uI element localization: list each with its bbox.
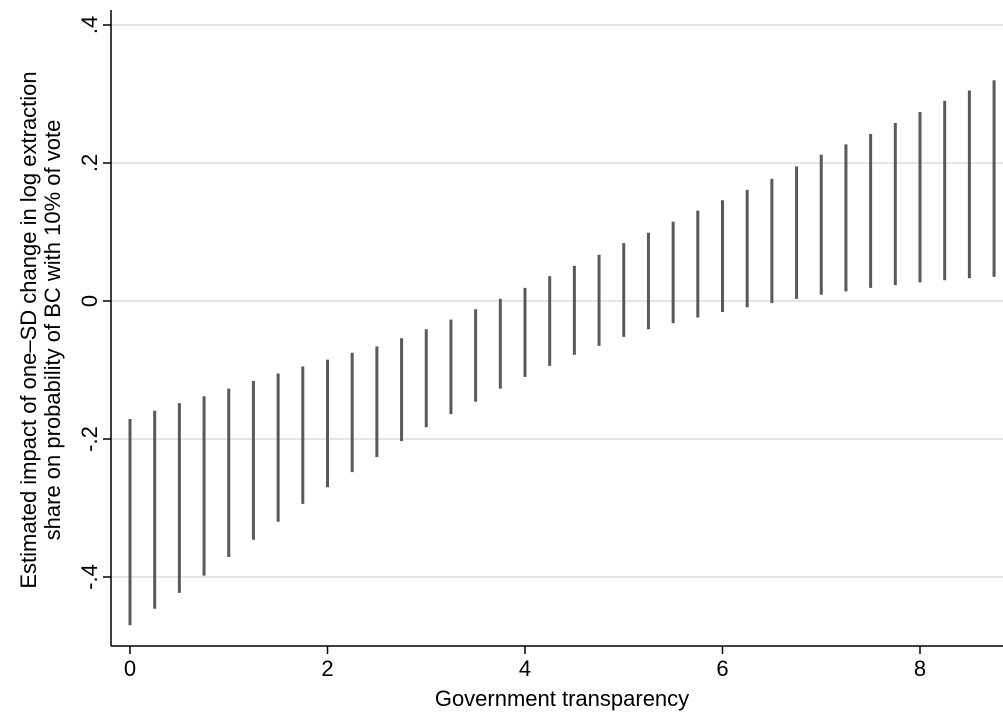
y-tick-label: .2	[77, 154, 102, 172]
x-axis-title: Government transparency	[435, 686, 689, 711]
x-tick-label: 2	[321, 656, 333, 681]
y-axis-title-line-1: Estimated impact of one–SD change in log…	[16, 71, 41, 588]
y-tick-label: -.4	[77, 564, 102, 590]
x-tick-label: 0	[124, 656, 136, 681]
y-tick-label: -.2	[77, 426, 102, 452]
y-axis-title: Estimated impact of one–SD change in log…	[16, 71, 65, 588]
y-tick-label: .4	[77, 16, 102, 34]
y-axis-title-line-2: share on probability of BC with 10% of v…	[40, 120, 65, 541]
x-ticks: 0 2 4 6 8	[124, 646, 926, 681]
grid-lines	[111, 24, 1003, 578]
axes	[110, 10, 1003, 647]
range-bars	[128, 80, 996, 626]
x-tick-label: 4	[519, 656, 531, 681]
x-tick-label: 8	[914, 656, 926, 681]
x-tick-label: 6	[716, 656, 728, 681]
y-ticks: -.4 -.2 0 .2 .4	[77, 16, 111, 590]
y-tick-label: 0	[77, 295, 102, 307]
